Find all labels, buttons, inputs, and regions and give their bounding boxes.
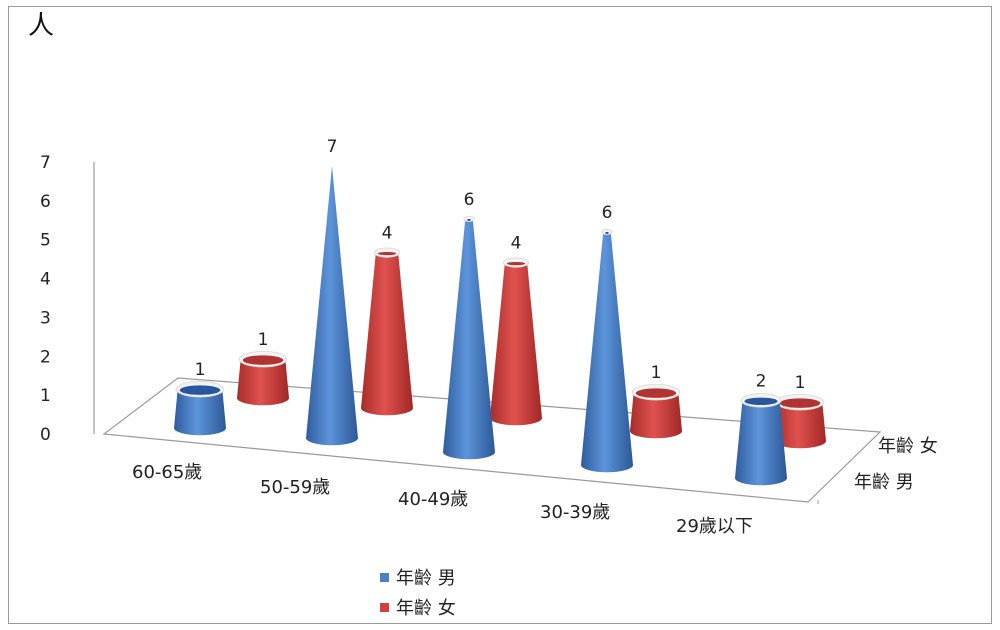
cone-top <box>605 231 609 234</box>
x-category-label: 60-65歲 <box>132 462 202 483</box>
cone-body <box>443 218 495 460</box>
x-category-label: 29歲以下 <box>676 516 753 537</box>
cone-male-2 <box>443 215 495 460</box>
data-label: 6 <box>602 203 613 223</box>
cone-top <box>506 261 526 266</box>
y-tick-label: 4 <box>40 270 51 290</box>
cone-top <box>179 385 221 395</box>
cone-body <box>237 359 289 406</box>
cone-top <box>635 388 677 398</box>
x-category-label: 50-59歲 <box>260 477 330 498</box>
x-category-label: 40-49歲 <box>398 489 468 510</box>
data-label: 1 <box>195 360 206 380</box>
y-axis-label: 人 <box>28 11 54 41</box>
depth-axis-label: 年齡 女 <box>878 436 938 457</box>
cone-body <box>361 252 413 416</box>
y-tick-label: 5 <box>40 231 51 251</box>
cone-female-2 <box>490 257 542 426</box>
chart-frame <box>8 6 992 624</box>
data-label: 2 <box>756 371 767 391</box>
data-label: 1 <box>258 330 269 350</box>
legend-swatch <box>380 603 389 612</box>
cone-male-4 <box>735 393 787 486</box>
y-tick-label: 7 <box>40 153 51 173</box>
x-category-label: 30-39歲 <box>540 502 610 523</box>
cone-top <box>467 218 471 221</box>
data-label: 1 <box>795 373 806 393</box>
cone-male-1 <box>306 166 358 446</box>
legend: 年齡 男年齡 女 <box>380 568 456 619</box>
y-tick-label: 3 <box>40 308 51 328</box>
cone-body <box>490 262 542 426</box>
cone-body <box>306 166 358 446</box>
y-tick-label: 2 <box>40 347 51 367</box>
labels-group: 1 4 4 1 1 1 7 6 6 2 <box>195 137 806 393</box>
data-label: 1 <box>651 363 662 383</box>
data-label: 7 <box>327 137 338 157</box>
cone-top <box>242 355 284 365</box>
cone-body <box>630 392 682 439</box>
cone-female-1 <box>361 247 413 416</box>
cone-body <box>174 389 226 436</box>
chart-floor <box>102 377 882 503</box>
cone-female-4 <box>774 393 826 449</box>
cone-female-0 <box>237 350 289 406</box>
legend-swatch <box>380 573 389 582</box>
cone-body <box>774 402 826 449</box>
cone-body <box>735 400 787 486</box>
cone-male-3 <box>581 228 633 473</box>
depth-axis-label: 年齡 男 <box>854 472 914 493</box>
cone-male-0 <box>174 380 226 436</box>
cone-top <box>377 251 397 256</box>
legend-label: 年齡 女 <box>396 598 456 619</box>
cone-top <box>744 397 778 405</box>
data-label: 4 <box>382 224 393 244</box>
y-tick-label: 0 <box>40 425 51 445</box>
cone-top <box>779 398 821 408</box>
y-tick-label: 1 <box>40 386 51 406</box>
cone-body <box>581 231 633 473</box>
legend-label: 年齡 男 <box>396 568 456 589</box>
y-tick-label: 6 <box>40 192 51 212</box>
axes-group: 0 1 2 3 4 5 6 7 年齡 女年齡 男 60-65歲 50-59歲 40-49歲 30-39歲… <box>40 153 938 537</box>
data-label: 4 <box>511 234 522 254</box>
cones-group <box>174 166 826 486</box>
cone-female-3 <box>630 383 682 439</box>
data-label: 6 <box>464 190 475 210</box>
